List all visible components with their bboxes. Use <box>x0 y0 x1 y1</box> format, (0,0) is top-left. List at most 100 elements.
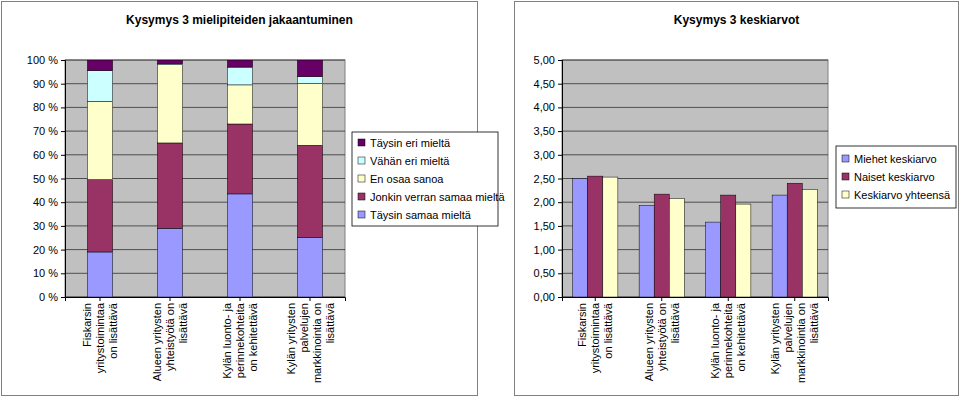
bar-segment <box>297 238 322 297</box>
tick-label: 0 % <box>39 291 58 303</box>
tick-mark <box>794 297 795 301</box>
tick: 0,50 <box>534 267 562 279</box>
tick-mark <box>61 273 65 274</box>
legend-label: Jonkin verran samaa mieltä <box>370 191 505 203</box>
bar-segment <box>227 67 252 85</box>
tick-mark <box>558 155 562 156</box>
x-axis: Fiskarsinyritystoimintaaon lisättävä Alue… <box>66 297 346 383</box>
legend-swatch <box>358 193 365 200</box>
tick: Kylän yritystenpalvelujenmarkkinointia o… <box>285 297 336 383</box>
category-label: Fiskarsinyritystoimintaaon lisättävä <box>81 302 119 373</box>
tick-label: 2,50 <box>534 173 555 185</box>
tick-label: 4,50 <box>534 78 555 90</box>
tick-label: 60 % <box>33 149 58 161</box>
tick-label: 1,00 <box>534 244 555 256</box>
tick-label: 70 % <box>33 125 58 137</box>
chart-title: Kysymys 3 keskiarvot <box>674 13 799 27</box>
tick-label: 20 % <box>33 244 58 256</box>
tick-mark <box>558 179 562 180</box>
bar-segment <box>157 143 182 228</box>
bar <box>787 183 802 297</box>
grid-line <box>562 154 828 155</box>
tick: Kylän yritystenpalvelujenmarkkinointia o… <box>769 297 820 383</box>
tick-mark <box>558 250 562 251</box>
tick-mark <box>558 226 562 227</box>
grid <box>562 60 828 297</box>
grid-line <box>562 60 828 61</box>
plot-area <box>65 60 345 297</box>
chart-panel: Kysymys 3 keskiarvot0,000,501,001,502,00… <box>515 2 959 396</box>
tick: 5,00 <box>534 54 562 66</box>
tick: 40 % <box>33 196 65 208</box>
tick-mark <box>61 179 65 180</box>
tick: Kylän luonto- japerinnekohteitaon kehite… <box>709 297 747 379</box>
bars <box>87 60 322 297</box>
canvas: Kysymys 3 mielipiteiden jakaantuminen 0 %… <box>0 0 960 397</box>
category-label: Kylän yritystenpalvelujenmarkkinointia o… <box>285 302 336 383</box>
tick-label: 100 % <box>27 54 58 66</box>
legend-swatch <box>358 157 365 164</box>
tick-label: 40 % <box>33 196 58 208</box>
bar-segment <box>87 101 112 179</box>
legend-frame <box>836 146 956 208</box>
legend-swatch <box>842 191 849 198</box>
tick: 50 % <box>33 173 65 185</box>
tick: 100 % <box>27 54 65 66</box>
grid <box>65 60 345 297</box>
bar-segment <box>87 252 112 297</box>
grid-line <box>562 83 828 84</box>
tick-mark <box>240 297 241 301</box>
tick-mark <box>728 297 729 301</box>
legend-swatch <box>358 175 365 182</box>
tick: 60 % <box>33 149 65 161</box>
bar <box>706 222 721 297</box>
legend-frame <box>352 132 498 226</box>
tick-label: 30 % <box>33 220 58 232</box>
tick-mark <box>310 297 311 301</box>
tick-mark <box>61 60 65 61</box>
tick-mark <box>558 60 562 61</box>
bar-segment <box>157 65 182 143</box>
y-axis: 0,000,501,001,502,002,503,003,504,004,50… <box>534 54 563 303</box>
tick: 30 % <box>33 220 65 232</box>
tick-mark <box>61 155 65 156</box>
tick-mark <box>61 250 65 251</box>
chart-panel: Kysymys 3 mielipiteiden jakaantuminen 0 %… <box>2 2 506 396</box>
tick: 20 % <box>33 244 65 256</box>
chart-title: Kysymys 3 mielipiteiden jakaantuminen <box>126 13 353 27</box>
bar-segment <box>87 60 112 71</box>
legend: Miehet keskiarvoNaiset keskiarvoKeskiarv… <box>836 146 956 208</box>
bar-segment <box>227 194 252 297</box>
tick: 0,00 <box>534 291 562 303</box>
category-label: Alueen yritystenyhteistyötä onlisättävä <box>643 302 681 381</box>
bar-segment <box>157 60 182 64</box>
tick-mark <box>61 297 65 298</box>
category-label: Alueen yritystenyhteistyötä onlisättävä <box>151 302 189 381</box>
bar <box>654 194 669 297</box>
bar-segment <box>297 84 322 146</box>
legend-swatch <box>842 155 849 162</box>
bar <box>639 206 654 297</box>
legend-label: Täysin samaa mieltä <box>370 209 472 221</box>
tick-mark <box>61 226 65 227</box>
bar <box>573 179 588 298</box>
tick-label: 80 % <box>33 101 58 113</box>
tick-mark <box>61 84 65 85</box>
tick: 4,50 <box>534 78 562 90</box>
tick-mark <box>558 84 562 85</box>
legend-label: En osaa sanoa <box>370 173 444 185</box>
tick: 80 % <box>33 101 65 113</box>
tick-mark <box>61 131 65 132</box>
bar-segment <box>227 85 252 124</box>
tick-mark <box>558 297 562 298</box>
axis-line <box>563 298 829 302</box>
tick: 70 % <box>33 125 65 137</box>
x-axis: Fiskarsinyritystoimintaaon lisättäväAlue… <box>563 297 829 383</box>
legend: Täysin eri mieltäVähän eri mieltäEn osaa… <box>352 132 505 226</box>
category-label: Kylän yritystenpalvelujenmarkkinointia o… <box>769 302 820 383</box>
tick: 0 % <box>39 291 65 303</box>
bar-segment <box>157 228 182 297</box>
bar-segment <box>297 145 322 237</box>
panel-frame <box>515 2 959 396</box>
bar-segment <box>87 71 112 102</box>
